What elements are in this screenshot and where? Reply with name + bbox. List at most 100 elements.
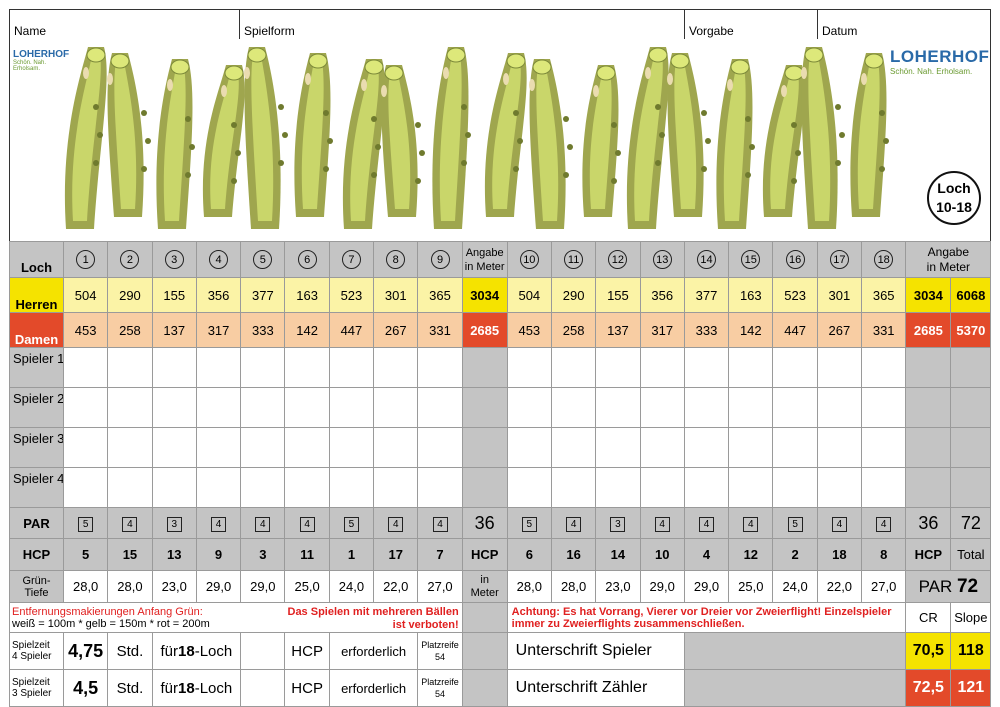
- score-cell[interactable]: [107, 387, 153, 428]
- player-front-total[interactable]: [461, 427, 508, 468]
- score-cell[interactable]: [328, 467, 375, 508]
- score-cell[interactable]: [816, 427, 863, 468]
- signature-field[interactable]: [683, 669, 907, 707]
- score-cell[interactable]: [595, 467, 641, 508]
- score-cell[interactable]: [639, 467, 685, 508]
- score-cell[interactable]: [417, 467, 463, 508]
- score-cell[interactable]: [151, 467, 197, 508]
- score-cell[interactable]: [417, 387, 463, 428]
- score-cell[interactable]: [151, 427, 197, 468]
- score-cell[interactable]: [550, 467, 597, 508]
- player-label-2: Spieler 2: [9, 387, 64, 428]
- score-cell[interactable]: [417, 347, 463, 388]
- handicap-field[interactable]: Vorgabe: [685, 9, 818, 39]
- score-cell[interactable]: [683, 427, 730, 468]
- score-cell[interactable]: [683, 467, 730, 508]
- player-front-total[interactable]: [461, 467, 508, 508]
- score-cell[interactable]: [550, 347, 597, 388]
- score-cell[interactable]: [816, 347, 863, 388]
- hcp-hole-11: 16: [550, 538, 597, 571]
- score-cell[interactable]: [595, 427, 641, 468]
- score-cell[interactable]: [728, 387, 774, 428]
- score-cell[interactable]: [284, 467, 330, 508]
- score-cell[interactable]: [62, 467, 109, 508]
- score-cell[interactable]: [62, 347, 109, 388]
- name-field[interactable]: Name: [9, 9, 240, 39]
- score-cell[interactable]: [728, 427, 774, 468]
- score-cell[interactable]: [639, 387, 685, 428]
- score-cell[interactable]: [772, 467, 818, 508]
- score-cell[interactable]: [772, 427, 818, 468]
- score-cell[interactable]: [506, 427, 552, 468]
- green-depth-hole-11: 28,0: [550, 570, 597, 603]
- score-cell[interactable]: [284, 387, 330, 428]
- hole-circle: 4: [209, 250, 229, 269]
- score-cell[interactable]: [240, 467, 286, 508]
- score-cell[interactable]: [861, 387, 907, 428]
- score-cell[interactable]: [107, 467, 153, 508]
- score-cell[interactable]: [550, 387, 597, 428]
- score-cell[interactable]: [195, 467, 242, 508]
- score-cell[interactable]: [284, 347, 330, 388]
- score-cell[interactable]: [550, 427, 597, 468]
- score-cell[interactable]: [728, 347, 774, 388]
- score-cell[interactable]: [240, 387, 286, 428]
- score-cell[interactable]: [62, 387, 109, 428]
- score-cell[interactable]: [861, 427, 907, 468]
- signature-field[interactable]: [683, 632, 907, 670]
- score-cell[interactable]: [639, 347, 685, 388]
- score-cell[interactable]: [62, 427, 109, 468]
- score-cell[interactable]: [373, 467, 419, 508]
- score-cell[interactable]: [417, 427, 463, 468]
- player-total[interactable]: [950, 427, 992, 468]
- player-back-total[interactable]: [905, 347, 952, 388]
- score-cell[interactable]: [816, 467, 863, 508]
- damen-hole-3: 137: [151, 312, 197, 348]
- player-front-total[interactable]: [461, 387, 508, 428]
- player-total[interactable]: [950, 347, 992, 388]
- score-cell[interactable]: [240, 427, 286, 468]
- in-meter-label: in Meter: [461, 570, 508, 603]
- score-cell[interactable]: [195, 387, 242, 428]
- score-cell[interactable]: [772, 387, 818, 428]
- score-cell[interactable]: [328, 347, 375, 388]
- score-cell[interactable]: [151, 387, 197, 428]
- score-cell[interactable]: [373, 387, 419, 428]
- score-cell[interactable]: [506, 387, 552, 428]
- score-cell[interactable]: [284, 427, 330, 468]
- holes-number: 18: [178, 642, 195, 660]
- score-cell[interactable]: [107, 347, 153, 388]
- score-cell[interactable]: [728, 467, 774, 508]
- player-back-total[interactable]: [905, 427, 952, 468]
- player-total[interactable]: [950, 387, 992, 428]
- par-hole-13: 4: [639, 507, 685, 539]
- score-cell[interactable]: [639, 427, 685, 468]
- score-cell[interactable]: [861, 467, 907, 508]
- score-cell[interactable]: [683, 387, 730, 428]
- score-cell[interactable]: [195, 427, 242, 468]
- game-form-field[interactable]: Spielform: [240, 9, 685, 39]
- score-cell[interactable]: [816, 387, 863, 428]
- score-cell[interactable]: [240, 347, 286, 388]
- score-cell[interactable]: [373, 427, 419, 468]
- score-cell[interactable]: [595, 387, 641, 428]
- score-cell[interactable]: [107, 427, 153, 468]
- score-cell[interactable]: [151, 347, 197, 388]
- score-cell[interactable]: [195, 347, 242, 388]
- score-cell[interactable]: [506, 347, 552, 388]
- score-cell[interactable]: [506, 467, 552, 508]
- par-hole-10: 5: [506, 507, 552, 539]
- score-cell[interactable]: [772, 347, 818, 388]
- player-front-total[interactable]: [461, 347, 508, 388]
- score-cell[interactable]: [683, 347, 730, 388]
- date-field[interactable]: Datum: [818, 9, 991, 39]
- player-total[interactable]: [950, 467, 992, 508]
- score-cell[interactable]: [328, 427, 375, 468]
- score-cell[interactable]: [373, 347, 419, 388]
- player-back-total[interactable]: [905, 387, 952, 428]
- score-cell[interactable]: [861, 347, 907, 388]
- score-cell[interactable]: [595, 347, 641, 388]
- score-cell[interactable]: [328, 387, 375, 428]
- player-back-total[interactable]: [905, 467, 952, 508]
- hcp-hole-2: 15: [107, 538, 153, 571]
